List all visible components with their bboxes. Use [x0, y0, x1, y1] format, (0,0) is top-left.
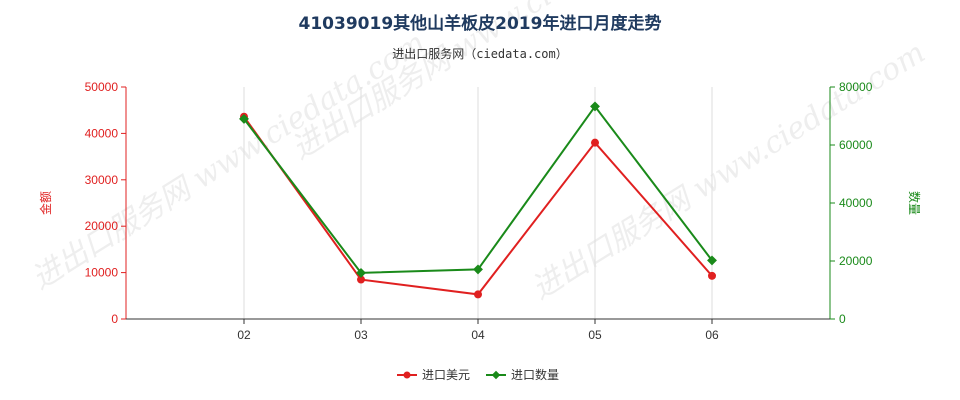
- data-point[interactable]: [357, 275, 365, 284]
- left-tick-label: 40000: [85, 126, 119, 140]
- data-point[interactable]: [239, 113, 249, 124]
- watermark-text: 进出口服务网 www.ciedata.com: [26, 25, 432, 297]
- right-tick-label: 80000: [839, 80, 873, 94]
- legend-marker-quantity: [491, 370, 501, 380]
- right-tick-label: 20000: [839, 254, 873, 268]
- data-point[interactable]: [356, 267, 366, 278]
- left-tick-label: 30000: [85, 173, 119, 187]
- right-tick-label: 0: [839, 312, 846, 326]
- x-tick-label: 03: [354, 328, 368, 342]
- data-point[interactable]: [474, 290, 482, 299]
- series-quantity: [239, 101, 717, 278]
- legend-label-usd: 进口美元: [422, 368, 470, 382]
- left-tick-label: 10000: [85, 266, 119, 280]
- right-tick-label: 40000: [839, 196, 873, 210]
- series-layer: [239, 101, 717, 299]
- left-tick-label: 20000: [85, 219, 119, 233]
- legend-marker-usd: [403, 371, 411, 379]
- right-y-ticks: 0 20000 40000 60000 80000: [830, 80, 873, 326]
- data-point[interactable]: [708, 271, 716, 280]
- grid: [243, 87, 713, 319]
- left-tick-label: 0: [111, 312, 118, 326]
- legend-label-quantity: 进口数量: [511, 367, 559, 382]
- x-tick-label: 05: [588, 328, 602, 342]
- x-tick-label: 02: [237, 328, 251, 342]
- x-tick-label: 04: [471, 328, 485, 342]
- left-y-axis-label: 金额: [38, 191, 53, 215]
- right-tick-label: 60000: [839, 138, 873, 152]
- x-ticks: 02 03 04 05 06: [237, 319, 719, 342]
- chart-title: 41039019其他山羊板皮2019年进口月度走势: [299, 13, 662, 34]
- chart-subtitle: 进出口服务网（ciedata.com）: [392, 46, 567, 61]
- legend-item-quantity[interactable]: 进口数量: [486, 367, 559, 382]
- data-point[interactable]: [707, 255, 717, 266]
- legend-item-usd[interactable]: 进口美元: [397, 368, 470, 382]
- data-point[interactable]: [473, 264, 483, 275]
- legend: 进口美元 进口数量: [397, 367, 559, 382]
- x-tick-label: 06: [705, 328, 719, 342]
- left-y-ticks: 0 10000 20000 30000 40000 50000: [85, 80, 126, 326]
- left-tick-label: 50000: [85, 80, 119, 94]
- data-point[interactable]: [591, 138, 599, 147]
- right-y-axis-label: 数量: [907, 191, 922, 215]
- data-point[interactable]: [590, 101, 600, 112]
